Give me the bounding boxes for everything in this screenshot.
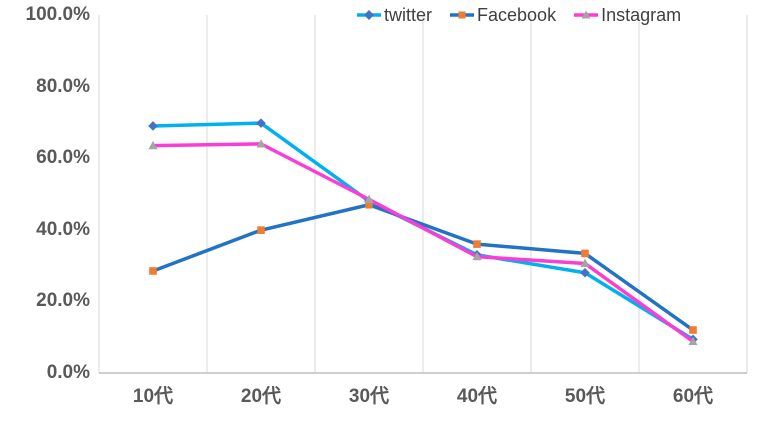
data-point-instagram [580,258,590,268]
x-axis-category-label: 50代 [564,386,606,407]
y-axis-tick-label: 100.0% [25,4,90,25]
twitter-line-marker-icon [357,10,381,20]
x-axis-category-label: 10代 [132,386,174,407]
data-point-twitter [580,267,590,278]
data-point-facebook [149,267,157,275]
y-axis-tick-label: 60.0% [36,147,90,169]
legend-label-instagram: Instagram [601,5,682,25]
x-axis-category-label: 30代 [348,386,390,407]
y-axis-tick-label: 20.0% [36,290,90,312]
x-axis-category-label: 40代 [456,386,498,407]
x-axis-category-label: 60代 [672,386,714,407]
data-point-facebook [257,226,265,234]
legend-item-facebook: Facebook [449,4,556,26]
y-axis-tick-label: 40.0% [36,218,90,240]
facebook-line-marker-icon [450,11,475,19]
legend-item-twitter: twitter [356,4,432,26]
legend-label-facebook: Facebook [477,5,557,25]
data-point-instagram [688,336,698,346]
data-point-instagram [364,194,374,203]
data-point-twitter [256,118,266,128]
y-axis-tick-label: 0.0% [46,362,90,383]
data-point-facebook [473,240,481,248]
data-point-instagram [472,251,482,261]
data-point-facebook [365,200,373,209]
data-point-instagram [256,139,266,148]
legend-label-twitter: twitter [384,5,433,25]
series-line-facebook [151,202,695,332]
data-point-facebook [689,326,697,334]
chart-legend: twitter Facebook Instagram [356,4,681,26]
x-axis-category-label: 20代 [240,386,282,407]
y-axis-tick-label: 80.0% [36,75,90,97]
instagram-line-marker-icon [574,10,599,19]
series-line-instagram [151,142,695,344]
data-point-instagram [148,140,158,150]
legend-item-instagram: Instagram [573,4,681,26]
data-point-facebook [581,249,589,258]
data-point-twitter [148,121,158,131]
